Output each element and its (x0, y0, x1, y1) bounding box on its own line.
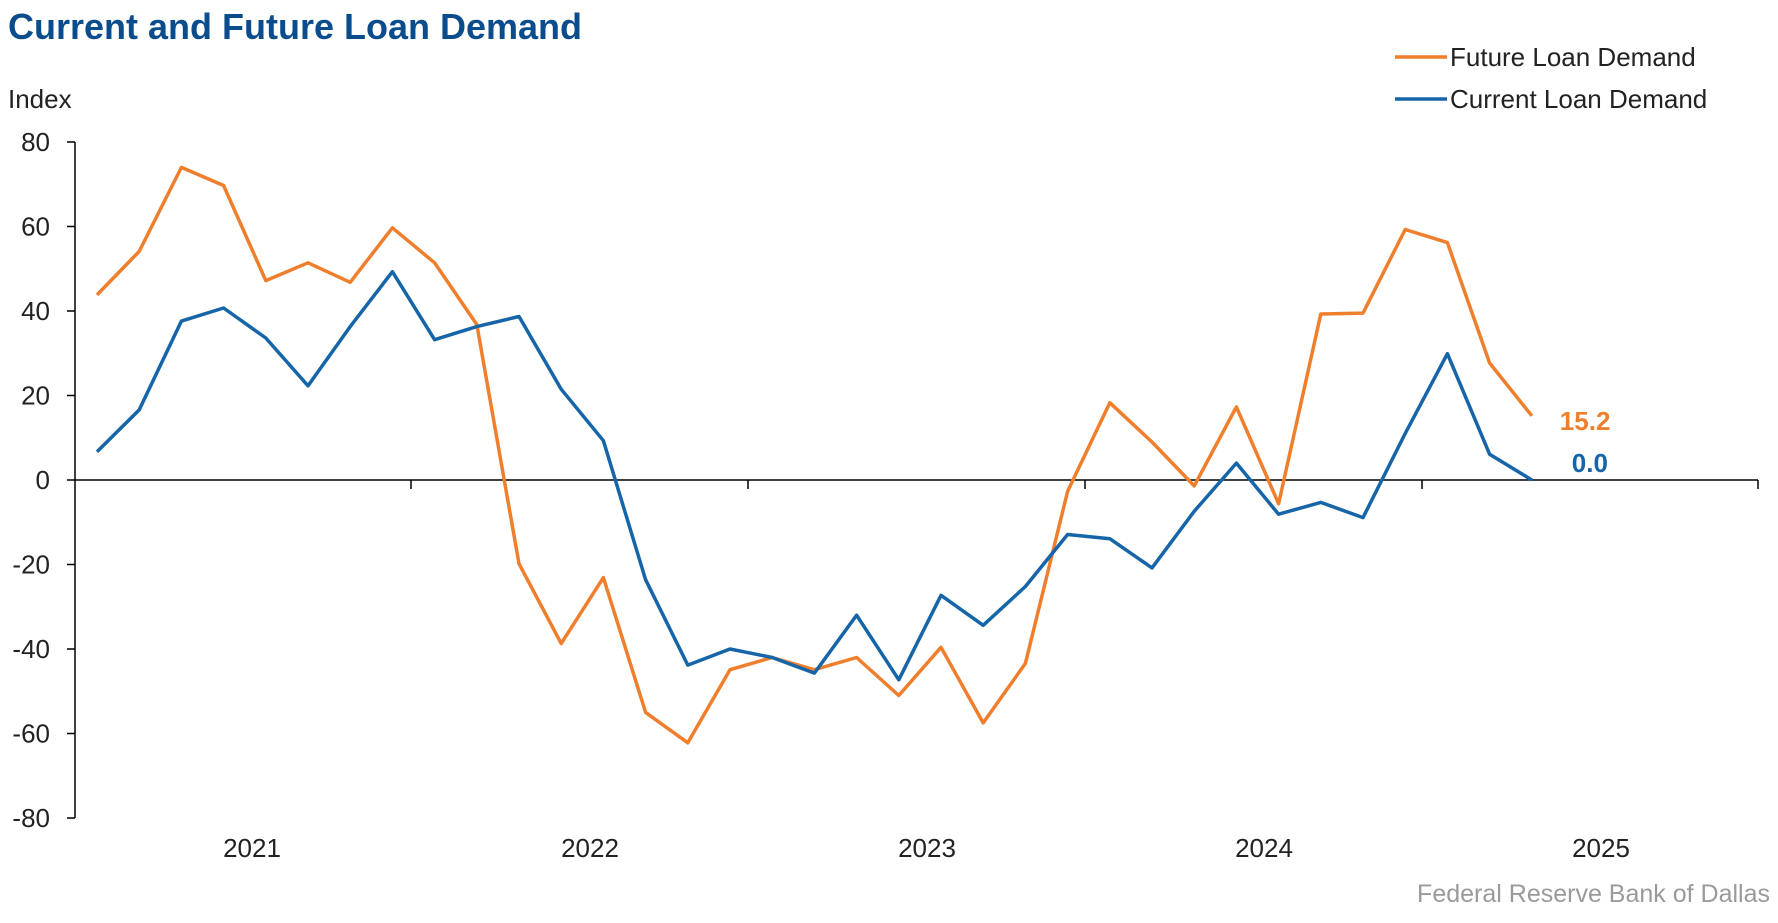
y-tick-label: 20 (21, 381, 50, 411)
axes: 80 60 40 20 0 -20 -40 -60 -80 2021 2022 2023 2024 202… (12, 127, 1759, 863)
y-tick-label: 80 (21, 127, 50, 157)
x-tick-label: 2021 (223, 833, 281, 863)
series-lines: 15.2 0.0 (95, 165, 1611, 745)
y-tick-label: 60 (21, 212, 50, 242)
legend-label: Future Loan Demand (1450, 42, 1696, 72)
x-tick-label: 2023 (898, 833, 956, 863)
y-tick-label: -80 (12, 803, 50, 833)
y-tick-label: -40 (12, 634, 50, 664)
legend: Future Loan Demand Current Loan Demand (1395, 42, 1707, 114)
series-end-label-0: 15.2 (1560, 406, 1611, 436)
y-axis-label: Index (8, 84, 72, 114)
x-tick-label: 2025 (1572, 833, 1630, 863)
series-end-label-1: 0.0 (1572, 448, 1608, 478)
series-line-1 (95, 269, 1533, 682)
series-line-0 (95, 165, 1534, 745)
x-tick-label: 2022 (561, 833, 619, 863)
chart-title: Current and Future Loan Demand (8, 6, 583, 47)
y-tick-label: -60 (12, 719, 50, 749)
legend-label: Current Loan Demand (1450, 84, 1707, 114)
y-tick-label: -20 (12, 550, 50, 580)
y-tick-label: 0 (36, 465, 50, 495)
source-note: Federal Reserve Bank of Dallas (1417, 880, 1770, 908)
x-tick-label: 2024 (1235, 833, 1293, 863)
y-tick-label: 40 (21, 296, 50, 326)
